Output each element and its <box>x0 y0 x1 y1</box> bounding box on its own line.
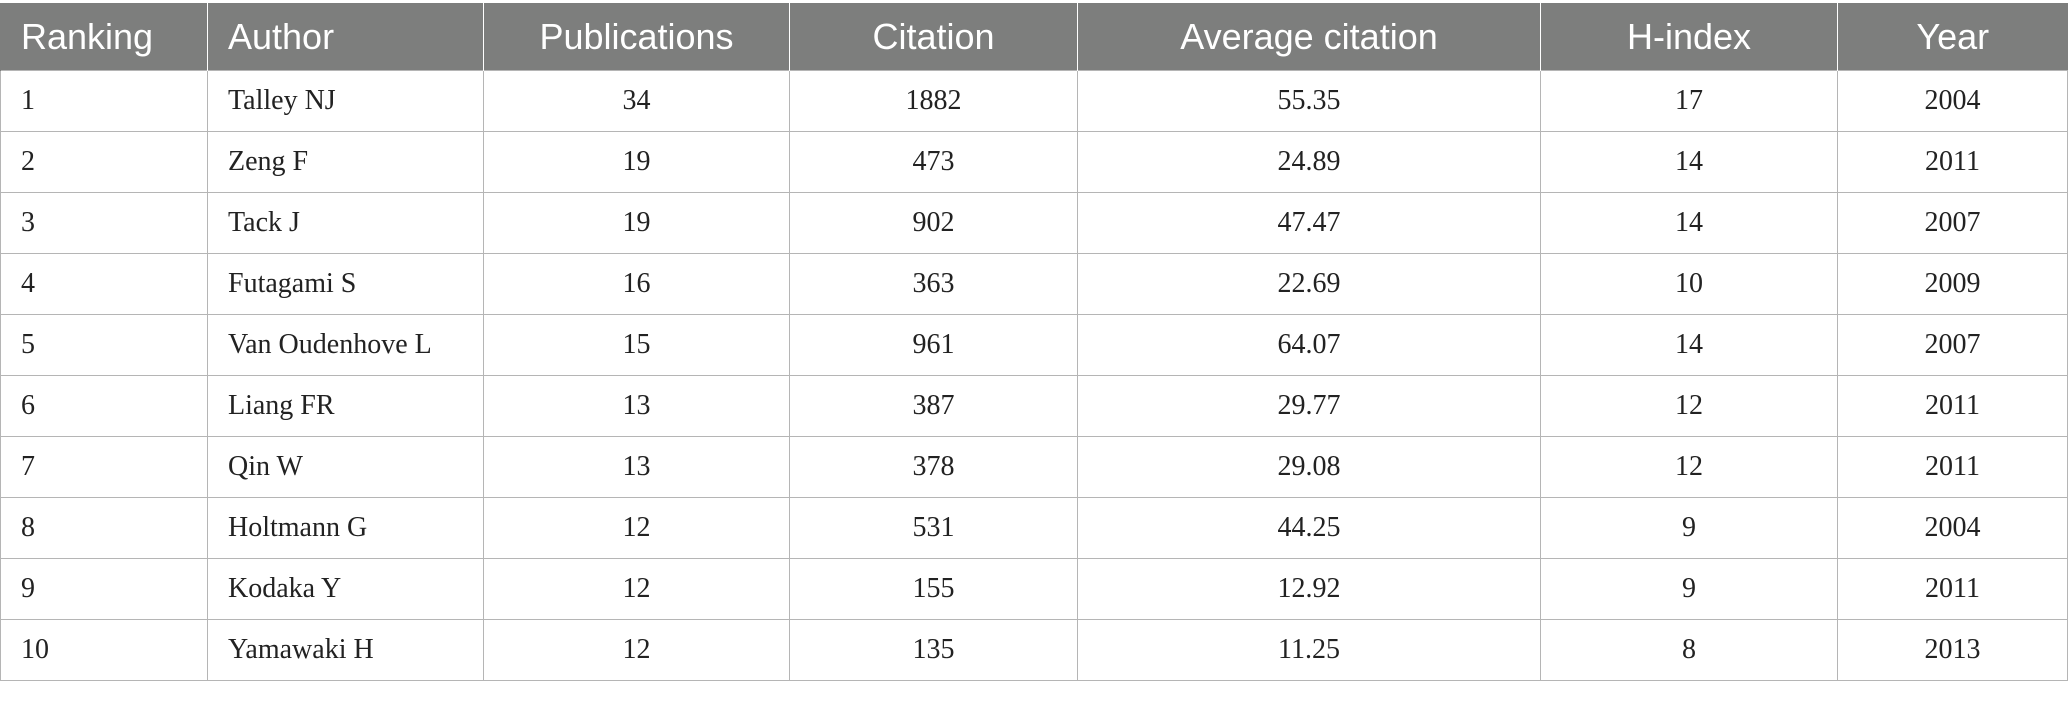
publications-cell: 12 <box>483 619 790 681</box>
column-header-year: Year <box>1837 3 2068 71</box>
table-row: 7 Qin W 13 378 29.08 12 2011 <box>0 436 2068 498</box>
citation-cell: 902 <box>789 192 1078 254</box>
column-header-ranking: Ranking <box>0 3 208 71</box>
publications-cell: 19 <box>483 192 790 254</box>
table-row: 8 Holtmann G 12 531 44.25 9 2004 <box>0 497 2068 559</box>
column-header-h-index: H-index <box>1540 3 1838 71</box>
year-cell: 2011 <box>1837 558 2068 620</box>
publications-cell: 15 <box>483 314 790 376</box>
ranking-cell: 8 <box>0 497 208 559</box>
citation-cell: 363 <box>789 253 1078 315</box>
ranking-cell: 3 <box>0 192 208 254</box>
author-cell: Talley NJ <box>207 70 484 132</box>
ranking-cell: 4 <box>0 253 208 315</box>
average-citation-cell: 24.89 <box>1077 131 1541 193</box>
ranking-cell: 5 <box>0 314 208 376</box>
table-row: 6 Liang FR 13 387 29.77 12 2011 <box>0 375 2068 437</box>
h-index-cell: 14 <box>1540 131 1838 193</box>
year-cell: 2009 <box>1837 253 2068 315</box>
year-cell: 2004 <box>1837 70 2068 132</box>
author-cell: Qin W <box>207 436 484 498</box>
publications-cell: 16 <box>483 253 790 315</box>
citation-cell: 961 <box>789 314 1078 376</box>
column-header-publications: Publications <box>483 3 790 71</box>
ranking-cell: 9 <box>0 558 208 620</box>
table-header-row: Ranking Author Publications Citation Ave… <box>0 3 2068 71</box>
citation-cell: 155 <box>789 558 1078 620</box>
table-row: 9 Kodaka Y 12 155 12.92 9 2011 <box>0 558 2068 620</box>
year-cell: 2004 <box>1837 497 2068 559</box>
h-index-cell: 8 <box>1540 619 1838 681</box>
table-row: 3 Tack J 19 902 47.47 14 2007 <box>0 192 2068 254</box>
publications-cell: 12 <box>483 497 790 559</box>
citation-cell: 135 <box>789 619 1078 681</box>
h-index-cell: 9 <box>1540 558 1838 620</box>
ranking-cell: 1 <box>0 70 208 132</box>
h-index-cell: 12 <box>1540 375 1838 437</box>
author-cell: Holtmann G <box>207 497 484 559</box>
h-index-cell: 14 <box>1540 314 1838 376</box>
h-index-cell: 10 <box>1540 253 1838 315</box>
author-cell: Yamawaki H <box>207 619 484 681</box>
average-citation-cell: 22.69 <box>1077 253 1541 315</box>
table-row: 5 Van Oudenhove L 15 961 64.07 14 2007 <box>0 314 2068 376</box>
publications-cell: 13 <box>483 375 790 437</box>
author-cell: Futagami S <box>207 253 484 315</box>
author-ranking-table: Ranking Author Publications Citation Ave… <box>0 3 2068 681</box>
author-cell: Liang FR <box>207 375 484 437</box>
year-cell: 2011 <box>1837 436 2068 498</box>
ranking-cell: 2 <box>0 131 208 193</box>
h-index-cell: 14 <box>1540 192 1838 254</box>
citation-cell: 387 <box>789 375 1078 437</box>
table-row: 1 Talley NJ 34 1882 55.35 17 2004 <box>0 70 2068 132</box>
year-cell: 2011 <box>1837 131 2068 193</box>
average-citation-cell: 47.47 <box>1077 192 1541 254</box>
year-cell: 2007 <box>1837 192 2068 254</box>
ranking-cell: 6 <box>0 375 208 437</box>
table-row: 4 Futagami S 16 363 22.69 10 2009 <box>0 253 2068 315</box>
h-index-cell: 12 <box>1540 436 1838 498</box>
average-citation-cell: 12.92 <box>1077 558 1541 620</box>
average-citation-cell: 44.25 <box>1077 497 1541 559</box>
author-cell: Zeng F <box>207 131 484 193</box>
column-header-citation: Citation <box>789 3 1078 71</box>
citation-cell: 378 <box>789 436 1078 498</box>
h-index-cell: 9 <box>1540 497 1838 559</box>
average-citation-cell: 55.35 <box>1077 70 1541 132</box>
author-cell: Van Oudenhove L <box>207 314 484 376</box>
publications-cell: 13 <box>483 436 790 498</box>
table-body: 1 Talley NJ 34 1882 55.35 17 2004 2 Zeng F 19 473 2… <box>0 70 2068 681</box>
year-cell: 2007 <box>1837 314 2068 376</box>
column-header-author: Author <box>207 3 484 71</box>
average-citation-cell: 29.77 <box>1077 375 1541 437</box>
publications-cell: 12 <box>483 558 790 620</box>
year-cell: 2011 <box>1837 375 2068 437</box>
publications-cell: 34 <box>483 70 790 132</box>
ranking-cell: 7 <box>0 436 208 498</box>
column-header-average-citation: Average citation <box>1077 3 1541 71</box>
year-cell: 2013 <box>1837 619 2068 681</box>
citation-cell: 473 <box>789 131 1078 193</box>
author-cell: Kodaka Y <box>207 558 484 620</box>
table-row: 2 Zeng F 19 473 24.89 14 2011 <box>0 131 2068 193</box>
citation-cell: 1882 <box>789 70 1078 132</box>
average-citation-cell: 29.08 <box>1077 436 1541 498</box>
citation-cell: 531 <box>789 497 1078 559</box>
author-cell: Tack J <box>207 192 484 254</box>
average-citation-cell: 11.25 <box>1077 619 1541 681</box>
table-row: 10 Yamawaki H 12 135 11.25 8 2013 <box>0 619 2068 681</box>
h-index-cell: 17 <box>1540 70 1838 132</box>
ranking-cell: 10 <box>0 619 208 681</box>
average-citation-cell: 64.07 <box>1077 314 1541 376</box>
publications-cell: 19 <box>483 131 790 193</box>
